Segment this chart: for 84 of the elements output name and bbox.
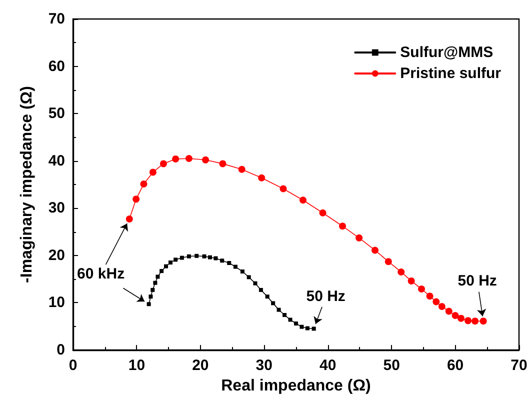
point	[305, 326, 310, 330]
point	[438, 303, 446, 310]
point	[146, 302, 151, 306]
x-tick-label: 70	[510, 357, 528, 374]
point	[458, 314, 465, 322]
y-tick-label: 10	[48, 294, 65, 312]
point	[452, 312, 459, 319]
x-axis-title: Real impedance (Ω)	[221, 377, 371, 394]
point	[426, 292, 434, 300]
point	[160, 160, 167, 168]
point	[384, 258, 392, 266]
legend-label: Pristine sulfur	[400, 65, 502, 82]
point	[356, 234, 363, 242]
point	[276, 308, 281, 312]
y-tick-label: 40	[48, 152, 65, 170]
point	[445, 308, 452, 315]
x-tick-label: 20	[192, 357, 209, 374]
point	[319, 209, 326, 216]
point	[160, 269, 164, 274]
point	[132, 196, 140, 203]
point	[186, 254, 191, 258]
point	[214, 256, 218, 260]
x-tick-label: 40	[320, 357, 336, 374]
point	[265, 294, 270, 299]
x-tick-label: 60	[446, 357, 464, 374]
point	[258, 288, 263, 292]
point	[408, 277, 415, 284]
point	[153, 280, 158, 285]
y-axis-title: -Imaginary impedance (Ω)	[18, 86, 36, 283]
point	[172, 155, 180, 162]
y-tick-label: 30	[48, 200, 65, 217]
annotation: 50 Hz	[306, 288, 346, 306]
point	[258, 174, 266, 182]
annotation: 60 kHz	[77, 266, 125, 283]
point	[194, 254, 199, 258]
y-tick-label: 70	[48, 10, 65, 28]
point	[233, 264, 238, 269]
point	[372, 246, 379, 254]
point	[300, 324, 304, 329]
point	[140, 180, 148, 188]
annotation: 50 Hz	[458, 272, 497, 290]
point	[150, 288, 155, 292]
point	[164, 264, 168, 268]
point	[432, 298, 440, 306]
point	[174, 258, 178, 262]
point	[180, 256, 184, 260]
point	[253, 281, 258, 286]
point	[288, 318, 292, 322]
point	[271, 301, 276, 306]
y-tick-label: 50	[48, 105, 65, 122]
point	[464, 317, 472, 324]
x-tick-label: 0	[68, 357, 78, 374]
point	[398, 268, 405, 276]
point	[339, 222, 346, 230]
point	[202, 156, 210, 164]
y-tick-label: 0	[56, 342, 65, 358]
y-tick-label: 20	[48, 246, 65, 264]
point	[149, 168, 156, 176]
point	[246, 275, 251, 280]
point	[219, 160, 226, 168]
point	[185, 154, 192, 162]
point	[280, 185, 287, 192]
point	[168, 260, 172, 265]
point	[208, 255, 212, 260]
point	[227, 260, 232, 265]
point	[418, 286, 426, 292]
point	[282, 313, 287, 318]
point	[202, 254, 206, 258]
point	[300, 196, 307, 204]
point	[238, 166, 246, 173]
point	[294, 322, 298, 326]
point	[156, 274, 160, 279]
x-tick-label: 30	[256, 357, 272, 374]
point	[220, 258, 224, 263]
point	[472, 318, 479, 325]
point	[240, 270, 244, 274]
legend-label: Sulfur@MMS	[400, 44, 494, 61]
y-tick-label: 60	[48, 58, 65, 75]
point	[126, 216, 133, 223]
point	[312, 326, 316, 331]
point	[480, 318, 487, 325]
x-tick-label: 50	[383, 357, 400, 374]
point	[148, 294, 153, 299]
x-tick-label: 10	[128, 357, 146, 374]
